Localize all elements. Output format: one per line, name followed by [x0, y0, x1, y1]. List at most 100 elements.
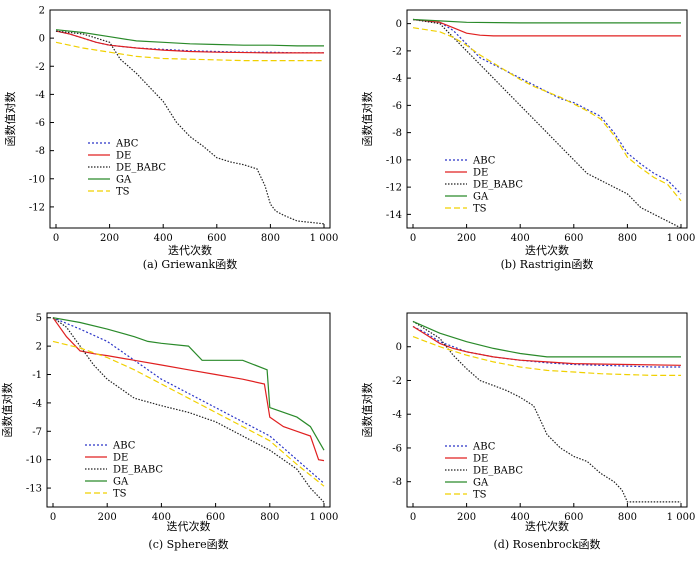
legend-label-ts: TS — [473, 204, 487, 215]
y-tick-label: -6 — [392, 101, 402, 112]
y-tick-label: -4 — [392, 410, 402, 421]
series-line-ts — [412, 336, 681, 376]
legend-label-de: DE — [113, 453, 128, 464]
series-line-abc — [55, 30, 324, 54]
x-tick-label: 800 — [618, 512, 637, 523]
x-tick-label: 0 — [53, 233, 59, 244]
series-line-ts — [412, 27, 682, 202]
legend-label-abc: ABC — [115, 139, 139, 150]
series-line-de-babc — [412, 320, 681, 503]
y-tick-label: 0 — [39, 34, 45, 45]
legend-label-ts: TS — [116, 187, 130, 198]
legend-label-abc: ABC — [112, 441, 136, 452]
chart-caption: (c) Sphere函数 — [148, 538, 228, 551]
chart-caption: (b) Rastrigin函数 — [501, 258, 594, 271]
y-tick-label: -7 — [32, 427, 42, 438]
legend-label-ga: GA — [473, 478, 489, 489]
x-axis-label: 迭代次数 — [525, 243, 569, 257]
x-tick-label: 400 — [152, 512, 171, 523]
legend-label-ts: TS — [473, 490, 487, 501]
chart-panel-1: 0 200 400 600 800 1 000 2 0 -2 -4 -6 -8 -10 -12 迭代次数 函数… — [3, 6, 338, 272]
series-line-de-babc — [412, 18, 682, 228]
legend-label-de: DE — [116, 151, 131, 162]
y-tick-label: -8 — [392, 477, 402, 488]
series-line-ts — [55, 41, 324, 62]
y-tick-label: -1 — [32, 370, 42, 381]
x-tick-label: 600 — [206, 512, 225, 523]
legend-label-de: DE — [473, 168, 488, 179]
x-tick-label: 800 — [261, 233, 280, 244]
x-axis-label: 迭代次数 — [525, 519, 569, 533]
y-tick-label: -2 — [35, 62, 45, 73]
y-axis-label: 函数值对数 — [3, 92, 17, 147]
y-tick-label: 0 — [396, 342, 402, 353]
y-tick-label: -12 — [386, 183, 402, 194]
series-line-de — [412, 18, 681, 37]
x-tick-label: 0 — [410, 512, 416, 523]
legend-label-ga: GA — [116, 175, 132, 186]
x-tick-label: 800 — [618, 233, 637, 244]
y-axis-label: 函数值对数 — [360, 92, 374, 147]
plot-frame — [49, 9, 331, 229]
x-tick-label: 200 — [98, 512, 117, 523]
x-tick-label: 0 — [410, 233, 416, 244]
y-tick-label: -10 — [29, 174, 45, 185]
y-tick-label: -8 — [392, 128, 402, 139]
chart-panel-3: 0 200 400 600 800 1 000 5 2 -1 -4 -7 -10 -13 迭代次数 函数值对… — [0, 312, 338, 551]
y-tick-label: -14 — [386, 210, 402, 221]
legend-label-de-babc: DE_BABC — [113, 465, 163, 476]
y-tick-label: -13 — [26, 484, 42, 495]
chart-panel-2: 0 200 400 600 800 1 000 0 -2 -4 -6 -8 -10 -12 -14 迭代次数… — [360, 9, 696, 271]
x-tick-label: 400 — [511, 512, 530, 523]
series-line-abc — [412, 325, 681, 368]
y-tick-label: 2 — [39, 6, 45, 17]
x-axis-label: 迭代次数 — [168, 243, 212, 257]
series-line-ga — [412, 18, 681, 24]
x-tick-label: 1 000 — [667, 512, 696, 523]
chart-panel-4: 0 200 400 600 800 1 000 0 -2 -4 -6 -8 迭代次数 函数值对数 (d) … — [360, 312, 696, 551]
x-tick-label: 200 — [457, 233, 476, 244]
plot-frame — [46, 312, 331, 508]
legend-label-de-babc: DE_BABC — [473, 180, 523, 191]
legend-label-de-babc: DE_BABC — [116, 163, 166, 174]
x-tick-label: 600 — [564, 512, 583, 523]
y-tick-label: -6 — [392, 443, 402, 454]
y-axis-label: 函数值对数 — [0, 383, 14, 438]
legend-label-abc: ABC — [472, 442, 496, 453]
x-tick-label: 1 000 — [310, 233, 339, 244]
series-line-ts — [52, 340, 325, 487]
x-tick-label: 400 — [154, 233, 173, 244]
legend-label-ts: TS — [113, 489, 127, 500]
x-tick-label: 200 — [457, 512, 476, 523]
series-line-de — [52, 317, 325, 462]
y-tick-label: 0 — [396, 19, 402, 30]
x-tick-label: 0 — [50, 512, 56, 523]
x-tick-label: 600 — [564, 233, 583, 244]
y-tick-label: -2 — [392, 46, 402, 57]
y-tick-label: -2 — [392, 376, 402, 387]
legend-label-abc: ABC — [472, 156, 496, 167]
x-tick-label: 1 000 — [667, 233, 696, 244]
y-tick-label: -8 — [35, 146, 45, 157]
series-line-de — [412, 325, 682, 366]
series-line-de-babc — [52, 317, 325, 503]
x-tick-label: 400 — [511, 233, 530, 244]
y-tick-label: -12 — [29, 202, 45, 213]
series-line-ga — [52, 317, 325, 451]
x-tick-label: 800 — [260, 512, 279, 523]
series-line-de-babc — [55, 30, 325, 225]
series-line-de — [55, 30, 324, 54]
chart-caption: (a) Griewank函数 — [143, 258, 237, 271]
chart-caption: (d) Rosenbrock函数 — [493, 538, 600, 551]
y-axis-label: 函数值对数 — [360, 383, 374, 438]
legend-label-de: DE — [473, 454, 488, 465]
series-line-ga — [55, 29, 324, 47]
legend-label-ga: GA — [473, 192, 489, 203]
y-tick-label: -10 — [386, 155, 402, 166]
series-line-abc — [52, 317, 325, 484]
